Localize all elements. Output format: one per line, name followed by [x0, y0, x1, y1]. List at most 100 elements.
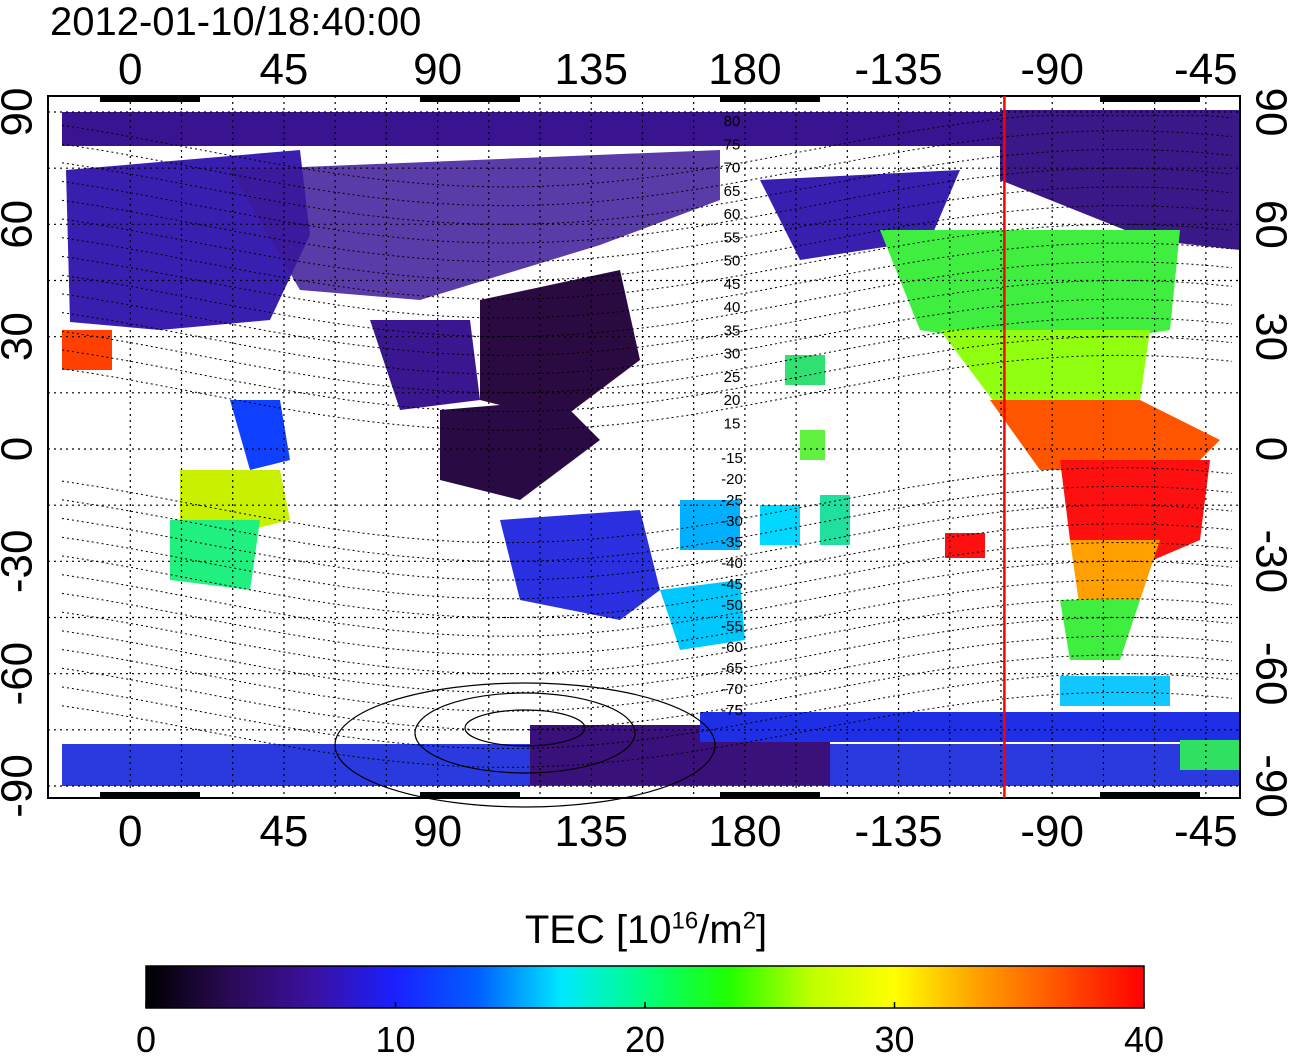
lat-tick-label-right: -60 — [1246, 642, 1292, 706]
argentina-north-patch — [1070, 540, 1160, 610]
lon-tick-label-bottom: 135 — [555, 807, 628, 856]
magnetic-latitude-contour — [61, 673, 1233, 749]
polar-contour — [464, 709, 586, 747]
magnetic-latitude-contour — [61, 115, 1233, 188]
polar-contour — [334, 682, 716, 808]
magnetic-latitude-contour — [61, 336, 1233, 412]
maritime-patch — [440, 400, 600, 500]
magnetic-latitude-label: 30 — [724, 346, 741, 363]
lat-tick-label-right: 30 — [1246, 312, 1292, 361]
magnetic-latitude-contour — [61, 560, 1233, 637]
magnetic-latitude-label: 80 — [724, 113, 741, 130]
colorbar-title-exponent: 16 — [671, 907, 699, 935]
lon-tick-label-top: 180 — [708, 45, 781, 94]
lon-tick-label-top: -90 — [1020, 45, 1084, 94]
greenland-patch — [1000, 110, 1240, 250]
timestamp-title: 2012-01-10/18:40:00 — [50, 0, 422, 44]
magnetic-latitude-contour — [61, 205, 1233, 281]
colorbar — [145, 965, 1145, 1009]
pacific-patch-1 — [785, 355, 825, 385]
magnetic-latitude-label: -65 — [721, 660, 743, 677]
magnetic-latitude-contour — [61, 354, 1233, 431]
pacific-patch-5 — [680, 500, 740, 550]
magnetic-latitude-contour — [61, 298, 1233, 375]
magnetic-latitude-contour — [61, 280, 1233, 356]
magnetic-latitude-label: 20 — [724, 392, 741, 409]
lon-tick-label-top: 0 — [118, 45, 142, 94]
magnetic-latitude-label: -50 — [721, 597, 743, 614]
lon-tick-label-bottom: 0 — [118, 807, 142, 856]
magnetic-latitude-contour — [61, 223, 1233, 300]
colorbar-title-text: TEC [10 — [524, 908, 672, 952]
pacific-patch-2 — [800, 430, 825, 460]
lon-tick-label-top: -135 — [855, 45, 943, 94]
colorbar-title-close: ] — [756, 908, 768, 952]
magnetic-latitude-contour — [61, 542, 1233, 618]
magnetic-latitude-label: 60 — [724, 206, 741, 223]
magnetic-latitude-contour — [61, 523, 1233, 600]
magnetic-latitude-contour — [61, 186, 1233, 263]
weddell-patch — [1180, 740, 1240, 770]
magnetic-latitude-label: 25 — [724, 369, 741, 386]
magnetic-latitude-contour — [61, 617, 1233, 693]
australia-patch — [500, 510, 660, 620]
colorbar-tick-label: 20 — [625, 1019, 665, 1057]
central-america-patch — [940, 330, 1150, 410]
magnetic-latitude-contour — [61, 635, 1233, 712]
colombia-patch — [990, 400, 1220, 470]
magnetic-latitude-contour — [61, 261, 1233, 338]
lat-tick-label-left: 0 — [0, 437, 42, 461]
magnetic-latitude-label: -70 — [721, 681, 743, 698]
magnetic-latitude-label: 15 — [724, 415, 741, 432]
tec-data-layer — [62, 110, 1240, 786]
lon-tick-label-bottom: -90 — [1020, 807, 1084, 856]
polar-contour — [414, 692, 636, 774]
lon-tick-label-top: 135 — [555, 45, 628, 94]
south-africa-yellow-patch — [180, 470, 290, 530]
lon-tick-label-bottom: -135 — [855, 807, 943, 856]
magnetic-latitude-contour — [61, 485, 1233, 562]
lon-tick-label-top: -45 — [1174, 45, 1238, 94]
magnetic-latitude-label: 75 — [724, 136, 741, 153]
magnetic-latitude-contour — [61, 504, 1233, 581]
magnetic-latitude-contour — [61, 654, 1233, 731]
magnetic-latitude-label: 45 — [724, 276, 741, 293]
asia-patch — [230, 150, 720, 300]
map-frame — [47, 95, 1241, 799]
magnetic-latitude-label: 65 — [724, 183, 741, 200]
lon-tick-label-top: 45 — [259, 45, 308, 94]
lat-tick-label-left: 30 — [0, 312, 42, 361]
magnetic-latitude-label: -15 — [721, 450, 743, 467]
magnetic-latitude-contour — [61, 579, 1233, 656]
magnetic-latitude-label: -40 — [721, 555, 743, 572]
lat-tick-label-right: -90 — [1246, 754, 1292, 818]
magnetic-latitude-contour — [61, 167, 1233, 244]
colorbar-title-unit: /m — [698, 908, 743, 952]
magnetic-latitude-contour — [61, 467, 1233, 544]
magnetic-latitude-contour — [61, 148, 1233, 225]
magnetic-latitude-label: -55 — [721, 618, 743, 635]
magnetic-latitude-label: -20 — [721, 471, 743, 488]
magnetic-latitude-label: -45 — [721, 576, 743, 593]
lat-tick-label-left: -30 — [0, 530, 42, 594]
lat-tick-label-left: -90 — [0, 754, 42, 818]
south-africa-green-patch — [170, 520, 260, 590]
nz-patch — [660, 580, 745, 650]
magnetic-latitude-label: 35 — [724, 322, 741, 339]
lon-tick-label-bottom: 180 — [708, 807, 781, 856]
colorbar-title-unit-exponent: 2 — [742, 907, 757, 935]
lat-tick-label-right: -30 — [1246, 530, 1292, 594]
pacific-red-patch — [945, 533, 985, 558]
colorbar-title: TEC [1016/m2] — [0, 906, 1292, 954]
magnetic-latitude-contour — [61, 130, 1233, 207]
lat-tick-label-right: 60 — [1246, 200, 1292, 249]
colorbar-tick-label: 10 — [375, 1019, 415, 1057]
magnetic-latitude-label: -30 — [721, 513, 743, 530]
china-patch — [480, 270, 640, 420]
magnetic-latitude-label: -60 — [721, 639, 743, 656]
magnetic-latitude-label: 55 — [724, 229, 741, 246]
colorbar-tick-label: 40 — [1124, 1019, 1164, 1057]
lat-tick-label-left: 60 — [0, 200, 42, 249]
